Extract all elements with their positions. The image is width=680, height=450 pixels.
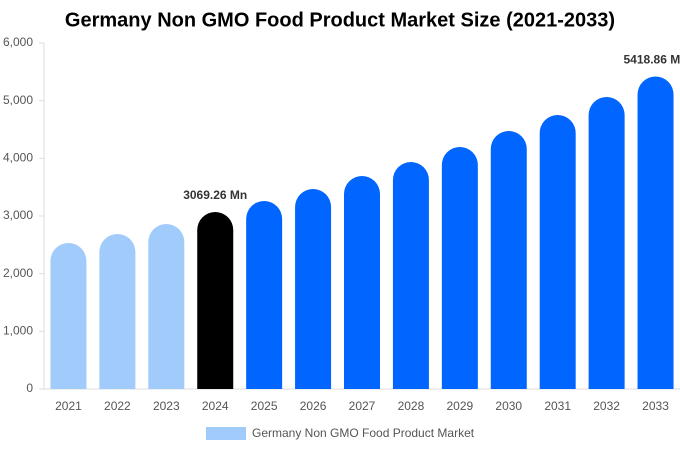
bar (490, 130, 527, 389)
x-tick-label: 2030 (495, 399, 522, 413)
y-tick-label: 3,000 (3, 208, 33, 222)
y-tick-label: 0 (26, 381, 33, 395)
bar (539, 115, 576, 389)
bar (197, 212, 234, 389)
y-tick-label: 2,000 (3, 266, 33, 280)
x-tick-label: 2026 (300, 399, 327, 413)
value-label: 5418.86 Mn (624, 53, 680, 67)
y-tick-label: 5,000 (3, 93, 33, 107)
legend-swatch (206, 427, 246, 440)
x-tick-label: 2031 (544, 399, 571, 413)
bar (148, 224, 185, 389)
x-tick-label: 2032 (593, 399, 620, 413)
x-tick-label: 2023 (153, 399, 180, 413)
x-tick-label: 2022 (104, 399, 131, 413)
value-label: 3069.26 Mn (183, 188, 247, 202)
x-tick-label: 2025 (251, 399, 278, 413)
x-tick-label: 2027 (349, 399, 376, 413)
bar (637, 76, 674, 390)
x-tick-label: 2033 (642, 399, 669, 413)
bar (50, 242, 87, 389)
y-tick-label: 4,000 (3, 151, 33, 165)
x-tick-label: 2021 (55, 399, 82, 413)
bar (588, 97, 625, 390)
bar (99, 233, 136, 389)
chart-title: Germany Non GMO Food Product Market Size… (65, 9, 615, 31)
x-tick-label: 2024 (202, 399, 229, 413)
x-tick-label: 2029 (446, 399, 473, 413)
bar (441, 147, 478, 389)
legend-label: Germany Non GMO Food Product Market (252, 426, 475, 440)
bar (295, 189, 332, 389)
y-tick-label: 1,000 (3, 324, 33, 338)
bar (344, 176, 380, 389)
bar (392, 162, 429, 389)
x-tick-label: 2028 (398, 399, 425, 413)
bar (246, 201, 283, 389)
y-tick-label: 6,000 (3, 35, 33, 49)
